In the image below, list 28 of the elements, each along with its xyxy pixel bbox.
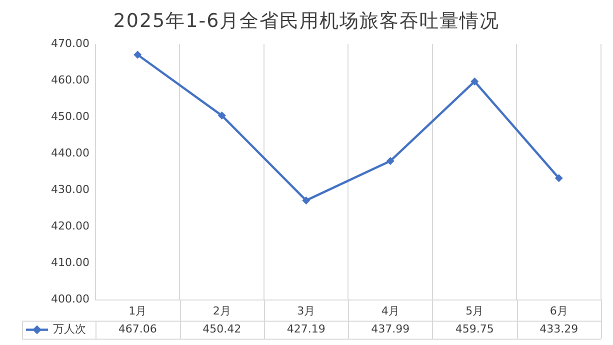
point — [218, 112, 226, 120]
x-tick-label: 1月 — [128, 304, 147, 318]
x-tick-label: 2月 — [212, 304, 231, 318]
x-tick-label: 3月 — [297, 304, 316, 318]
point — [470, 77, 479, 86]
y-tick-label: 440.00 — [50, 146, 90, 160]
data-label: 433.29 — [540, 322, 578, 336]
y-tick-label: 400.00 — [50, 292, 90, 306]
y-tick-label: 410.00 — [50, 256, 90, 270]
y-tick-label: 450.00 — [50, 110, 90, 123]
point — [386, 156, 394, 165]
data-label: 427.19 — [286, 322, 326, 336]
y-tick-label: 430.00 — [50, 183, 90, 196]
x-tick-label: 5月 — [466, 304, 484, 318]
point — [134, 50, 142, 59]
y-tick-label: 420.00 — [50, 220, 90, 233]
point — [302, 196, 310, 204]
x-tick-label: 6月 — [550, 304, 568, 318]
data-label: 459.75 — [455, 322, 494, 336]
y-tick-label: 460.00 — [50, 73, 90, 86]
legend-label: 万人次 — [53, 322, 86, 336]
data-label: 437.99 — [371, 322, 410, 336]
y-tick-label: 470.00 — [50, 36, 90, 50]
data-label: 467.06 — [118, 322, 157, 336]
point — [554, 174, 563, 182]
data-label: 450.42 — [202, 322, 242, 336]
chart-title: 2025年1-6月全省民用机场旅客吞吐量情况 — [112, 9, 501, 34]
x-tick-label: 4月 — [381, 304, 400, 318]
